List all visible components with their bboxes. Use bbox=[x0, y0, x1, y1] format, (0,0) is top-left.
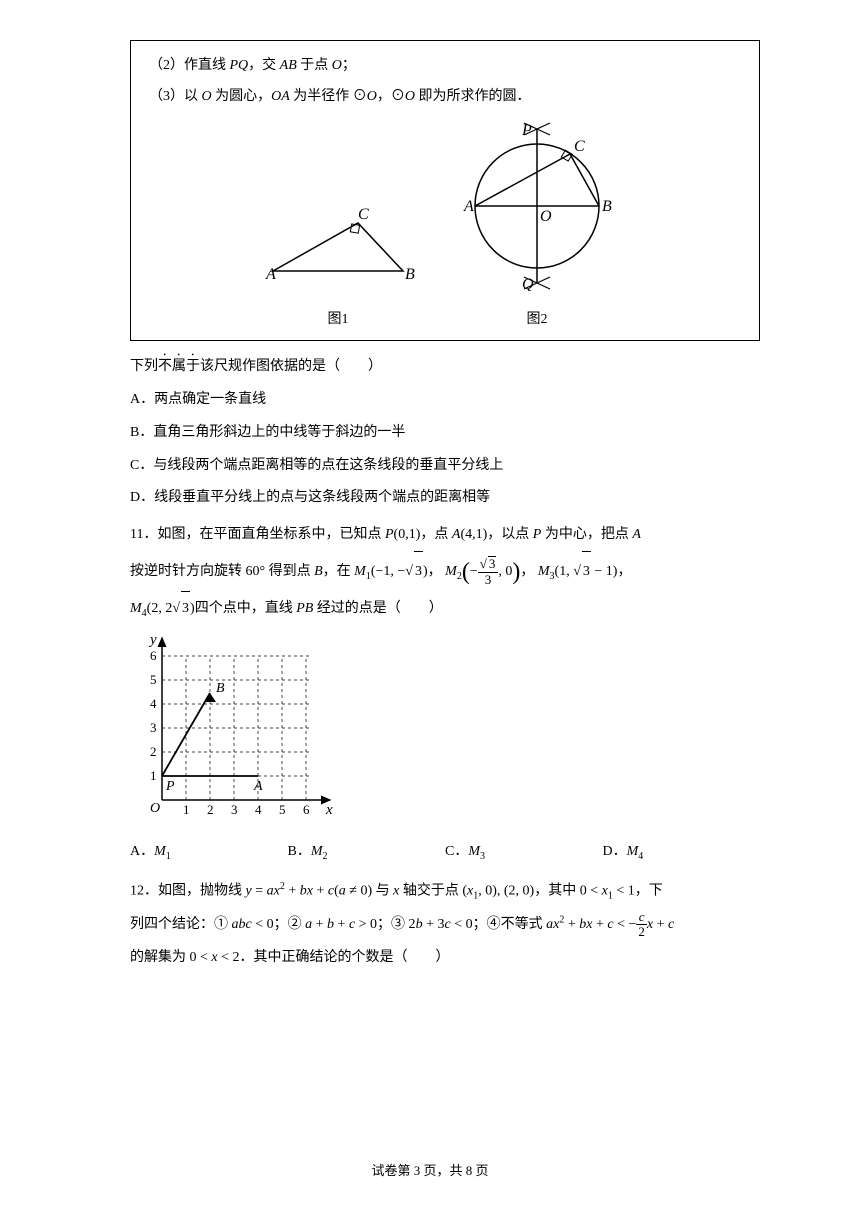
svg-text:5: 5 bbox=[279, 802, 286, 817]
svg-text:P: P bbox=[165, 779, 175, 794]
svg-text:6: 6 bbox=[303, 802, 310, 817]
svg-text:O: O bbox=[150, 801, 160, 816]
q10-opt-c: C．与线段两个端点距离相等的点在这条线段的垂直平分线上 bbox=[130, 451, 760, 482]
svg-text:A: A bbox=[463, 198, 474, 215]
figure-1: A B C 图1 bbox=[258, 201, 418, 337]
svg-text:y: y bbox=[148, 632, 157, 648]
figure-2: A B C O P Q 图2 bbox=[442, 121, 632, 337]
q10-stem: 下列不属于该尺规作图依据的是（ ） bbox=[130, 351, 760, 383]
q11-opt-d: D．M4 bbox=[603, 837, 761, 868]
q12-line1: 12．如图，抛物线 y = ax2 + bx + c(a ≠ 0) 与 x 轴交… bbox=[130, 876, 760, 907]
q11-opt-c: C．M3 bbox=[445, 837, 603, 868]
svg-text:B: B bbox=[405, 266, 415, 283]
svg-text:C: C bbox=[358, 206, 369, 223]
svg-text:6: 6 bbox=[150, 648, 157, 663]
q12-line3: 的解集为 0 < x < 2．其中正确结论的个数是（ ） bbox=[130, 943, 760, 974]
svg-text:B: B bbox=[216, 681, 225, 696]
svg-text:x: x bbox=[325, 802, 333, 818]
svg-text:4: 4 bbox=[255, 802, 262, 817]
q11-opt-b: B．M2 bbox=[288, 837, 446, 868]
svg-text:B: B bbox=[602, 198, 612, 215]
q10-opt-a: A．两点确定一条直线 bbox=[130, 385, 760, 416]
q11-graph: O P A B x y 1 2 3 4 5 6 1 2 3 4 5 6 bbox=[130, 630, 760, 833]
svg-text:3: 3 bbox=[231, 802, 238, 817]
figures-row: A B C 图1 A B C bbox=[149, 121, 741, 337]
q11-line3: M4(2, 2√3)四个点中，直线 PB 经过的点是（ ） bbox=[130, 591, 760, 626]
svg-text:1: 1 bbox=[150, 768, 157, 783]
step-3: （3）以 O 为圆心，OA 为半径作 ⊙O，⊙O 即为所求作的圆． bbox=[149, 82, 741, 113]
svg-text:1: 1 bbox=[183, 802, 190, 817]
boxed-steps: （2）作直线 PQ，交 AB 于点 O； （3）以 O 为圆心，OA 为半径作 … bbox=[130, 40, 760, 341]
svg-text:P: P bbox=[521, 122, 532, 139]
svg-text:A: A bbox=[253, 779, 263, 794]
svg-text:A: A bbox=[265, 266, 276, 283]
q11-line1: 11．如图，在平面直角坐标系中，已知点 P(0,1)，点 A(4,1)，以点 P… bbox=[130, 520, 760, 551]
q11-line2: 按逆时针方向旋转 60° 得到点 B，在 M1(−1, −√3)， M2(−√3… bbox=[130, 551, 760, 591]
svg-text:4: 4 bbox=[150, 696, 157, 711]
q11-opt-a: A．M1 bbox=[130, 837, 288, 868]
q12-line2: 列四个结论：① abc < 0；② a + b + c > 0；③ 2b + 3… bbox=[130, 907, 760, 943]
fig2-caption: 图2 bbox=[442, 305, 632, 336]
q11-options: A．M1 B．M2 C．M3 D．M4 bbox=[130, 837, 760, 868]
svg-text:2: 2 bbox=[150, 744, 157, 759]
svg-text:3: 3 bbox=[150, 720, 157, 735]
step-2: （2）作直线 PQ，交 AB 于点 O； bbox=[149, 51, 741, 82]
svg-text:2: 2 bbox=[207, 802, 214, 817]
q10-opt-d: D．线段垂直平分线上的点与这条线段两个端点的距离相等 bbox=[130, 483, 760, 514]
svg-text:O: O bbox=[540, 208, 552, 225]
svg-text:C: C bbox=[574, 138, 585, 155]
page-footer: 试卷第 3 页，共 8 页 bbox=[0, 1157, 860, 1186]
svg-text:5: 5 bbox=[150, 672, 157, 687]
svg-text:Q: Q bbox=[522, 276, 534, 291]
q10-opt-b: B．直角三角形斜边上的中线等于斜边的一半 bbox=[130, 418, 760, 449]
fig1-caption: 图1 bbox=[258, 305, 418, 336]
